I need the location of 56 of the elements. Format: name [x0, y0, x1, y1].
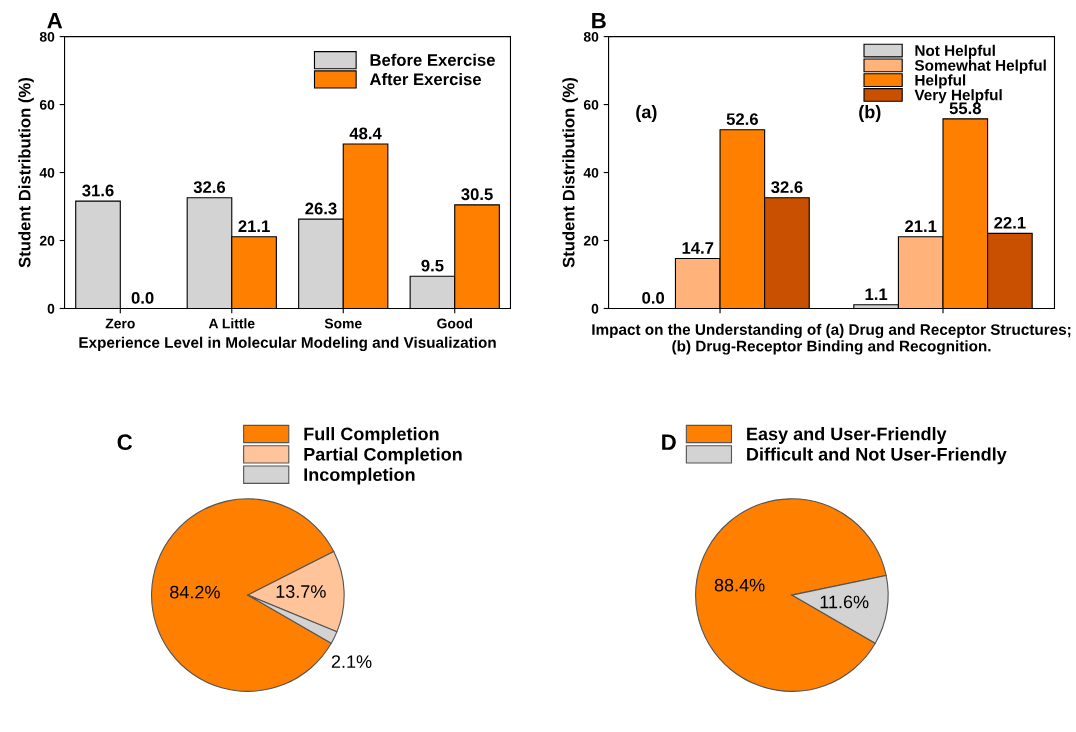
y-tick-label: 80 [583, 31, 599, 42]
annotation: (b) [859, 105, 881, 122]
x-tick-label: Good [437, 318, 472, 329]
legend-label: Difficult and Not User-Friendly [747, 447, 1007, 465]
data-label: 1.1 [865, 288, 888, 300]
x-tick-label: Zero [105, 318, 135, 329]
chart-title: D [662, 434, 676, 450]
legend-label: Somewhat Helpful [914, 59, 1046, 74]
y-tick-label: 60 [583, 99, 599, 110]
annotation: (a) [636, 105, 657, 122]
data-label: 26.3 [305, 202, 337, 215]
data-label: 0.0 [131, 292, 154, 304]
pie-slice [695, 498, 887, 692]
data-label: 0.0 [642, 292, 665, 304]
legend-label: After Exercise [369, 72, 482, 86]
data-label: 31.6 [82, 184, 114, 197]
data-label: 32.6 [771, 181, 803, 194]
data-label: 30.5 [461, 188, 493, 201]
y-tick-label: 20 [39, 235, 55, 246]
data-label: 21.1 [905, 220, 937, 232]
legend-label: Not Helpful [915, 44, 995, 60]
data-label: 14.7 [682, 242, 714, 254]
data-label: 55.8 [949, 102, 982, 115]
x-tick-label: A Little [208, 318, 255, 329]
data-label: 52.6 [726, 113, 758, 126]
y-axis-title: Student Distribution (%) [18, 78, 34, 268]
data-label: 21.1 [238, 220, 270, 232]
data-label: 2.1% [331, 655, 372, 668]
data-label: 11.6% [820, 595, 869, 609]
chart-title: B [592, 12, 606, 29]
chart-title: A [47, 12, 63, 29]
data-label: 9.5 [421, 259, 444, 272]
y-axis-title: Student Distribution (%) [562, 78, 578, 268]
data-label: 48.4 [349, 127, 382, 140]
y-tick-label: 0 [47, 303, 55, 314]
legend-label: Partial Completion [304, 447, 462, 465]
y-tick-label: 0 [591, 303, 599, 314]
x-tick-label: Some [324, 318, 362, 329]
legend-label: Before Exercise [370, 53, 495, 66]
data-label: 22.1 [994, 216, 1026, 229]
x-axis-title: Impact on the Understanding of (a) Drug and Receptor Structures; (b) Drug-Receptor Binding and Recognition. [592, 323, 1071, 355]
y-tick-label: 40 [39, 167, 55, 178]
y-tick-label: 80 [39, 31, 55, 42]
legend-label: Full Completion [304, 427, 439, 444]
legend-label: Helpful [915, 74, 966, 89]
y-tick-label: 20 [583, 235, 599, 246]
data-label: 84.2% [170, 585, 220, 599]
legend-label: Easy and User-Friendly [747, 427, 947, 444]
legend-label: Incompletion [304, 467, 415, 485]
chart-title: C [117, 434, 133, 451]
x-axis-title: Experience Level in Molecular Modeling and Visualization [79, 336, 496, 352]
y-tick-label: 60 [39, 99, 55, 110]
y-tick-label: 40 [583, 167, 599, 178]
data-label: 32.6 [193, 181, 226, 194]
data-label: 13.7% [276, 585, 326, 598]
data-label: 88.4% [714, 578, 765, 592]
